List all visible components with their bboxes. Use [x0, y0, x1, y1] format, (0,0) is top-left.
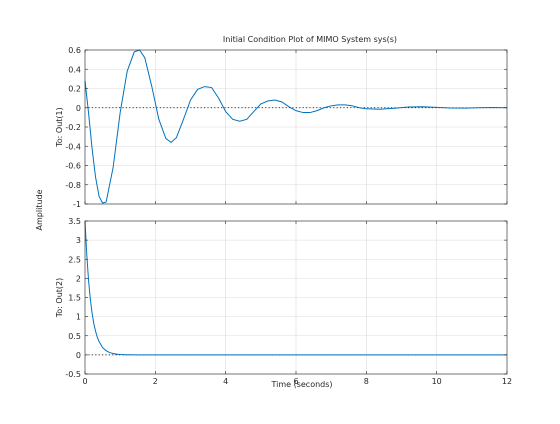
y-tick-label: 0.4: [68, 65, 81, 74]
x-tick-label: 10: [432, 377, 442, 386]
y-tick-label: 2.5: [68, 255, 81, 264]
panel-out1: -1 -0.8 -0.6 -0.4 -0.2 0 0.2 0.4 0.6 To: Out(1): [55, 46, 508, 209]
y-tick-label: 0: [76, 104, 81, 113]
y-tick-label: -0.2: [65, 123, 81, 132]
shared-y-axis-label: Amplitude: [35, 189, 44, 230]
y-tick-label: -0.4: [65, 142, 81, 151]
y-tick-label: -0.6: [65, 162, 81, 171]
y-tick-label: -1: [73, 200, 81, 209]
y-tick-label: 0.6: [68, 46, 81, 55]
panel-out2: 0 2 4 6 8 10 12-0.500.511.522.533.5To: Out(2): [55, 217, 512, 386]
y-axis-label: To: Out(2): [55, 278, 64, 319]
x-axis-label: Time (seconds): [270, 380, 332, 389]
y-tick-label: 3: [76, 236, 81, 245]
series-line: [84, 220, 507, 356]
y-tick-label: 1: [76, 313, 81, 322]
y-tick-label: 0: [76, 351, 81, 360]
y-tick-label: -0.8: [65, 181, 81, 190]
x-tick-label: 0: [82, 377, 87, 386]
x-tick-label: 4: [223, 377, 228, 386]
chart-title: Initial Condition Plot of MIMO System sy…: [223, 35, 397, 44]
x-tick-label: 6: [293, 377, 298, 386]
x-tick-label: 2: [153, 377, 158, 386]
x-tick-label: 8: [364, 377, 369, 386]
y-tick-label: 0.2: [68, 85, 81, 94]
x-tick-label: 12: [502, 377, 512, 386]
y-axis-label: To: Out(1): [55, 107, 64, 148]
y-tick-label: -0.5: [65, 370, 81, 379]
y-tick-label: 0.5: [68, 332, 81, 341]
series-line: [84, 49, 508, 204]
y-tick-label: 2: [76, 274, 81, 283]
y-tick-label: 1.5: [68, 294, 81, 303]
y-tick-label: 3.5: [68, 217, 81, 226]
